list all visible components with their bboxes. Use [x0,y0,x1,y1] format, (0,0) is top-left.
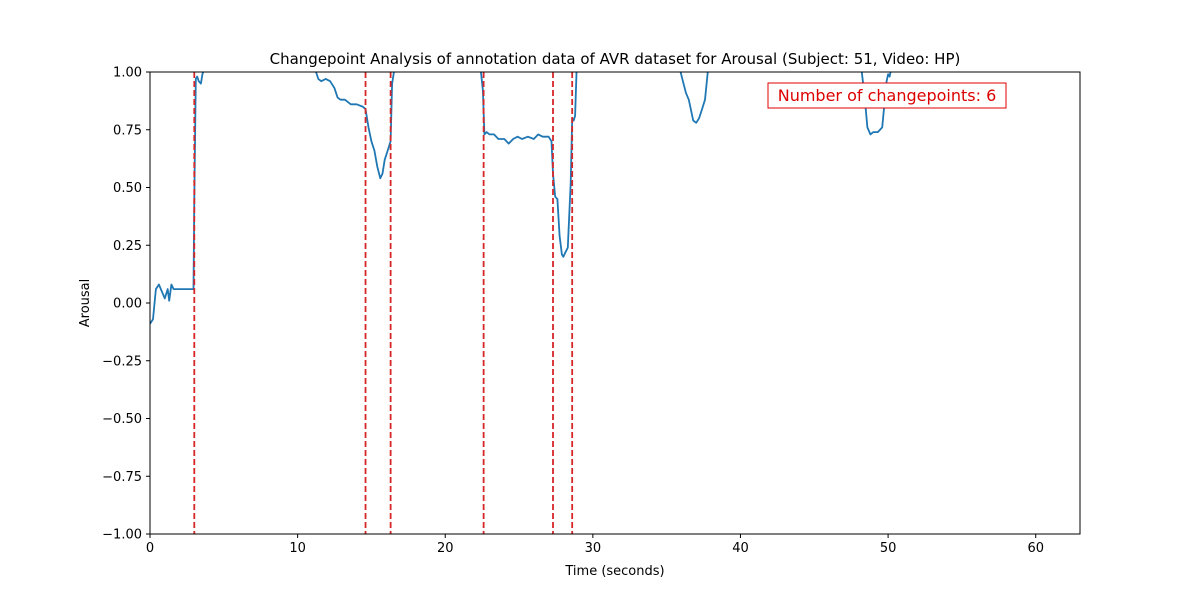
y-tick-label: −0.25 [102,354,142,369]
y-axis-label: Arousal [78,279,93,328]
y-tick-label: 1.00 [113,66,142,81]
x-tick-label: 20 [437,541,454,556]
changepoint-count-annotation: Number of changepoints: 6 [767,82,1007,109]
x-axis-label: Time (seconds) [564,564,664,579]
chart-title: Changepoint Analysis of annotation data … [270,50,961,68]
annotation-box [767,82,1007,109]
y-tick-label: −0.50 [102,412,142,427]
x-tick-label: 10 [289,541,306,556]
y-tick-label: 0.00 [113,297,142,312]
x-tick-label: 60 [1027,541,1044,556]
annotation-text: Number of changepoints: 6 [778,86,997,105]
y-tick-label: 0.75 [113,123,142,138]
x-tick-label: 40 [732,541,749,556]
series-layer [150,72,892,325]
y-tick-label: 0.50 [113,181,142,196]
y-tick-label: 0.25 [113,239,142,254]
x-tick-label: 30 [585,541,602,556]
y-tick-label: −0.75 [102,470,142,485]
series-line-0 [150,72,892,325]
changepoint-layer [193,72,574,534]
x-axis-ticks: 0 10 20 30 40 50 60 [146,534,1044,556]
x-tick-label: 0 [146,541,154,556]
y-tick-label: −1.00 [102,528,142,543]
x-tick-label: 50 [880,541,897,556]
plot-frame [149,71,1081,535]
y-axis-ticks: −1.00 −0.75 −0.50 −0.25 0.00 0.25 0.50 0.75 1.00 [102,66,150,543]
